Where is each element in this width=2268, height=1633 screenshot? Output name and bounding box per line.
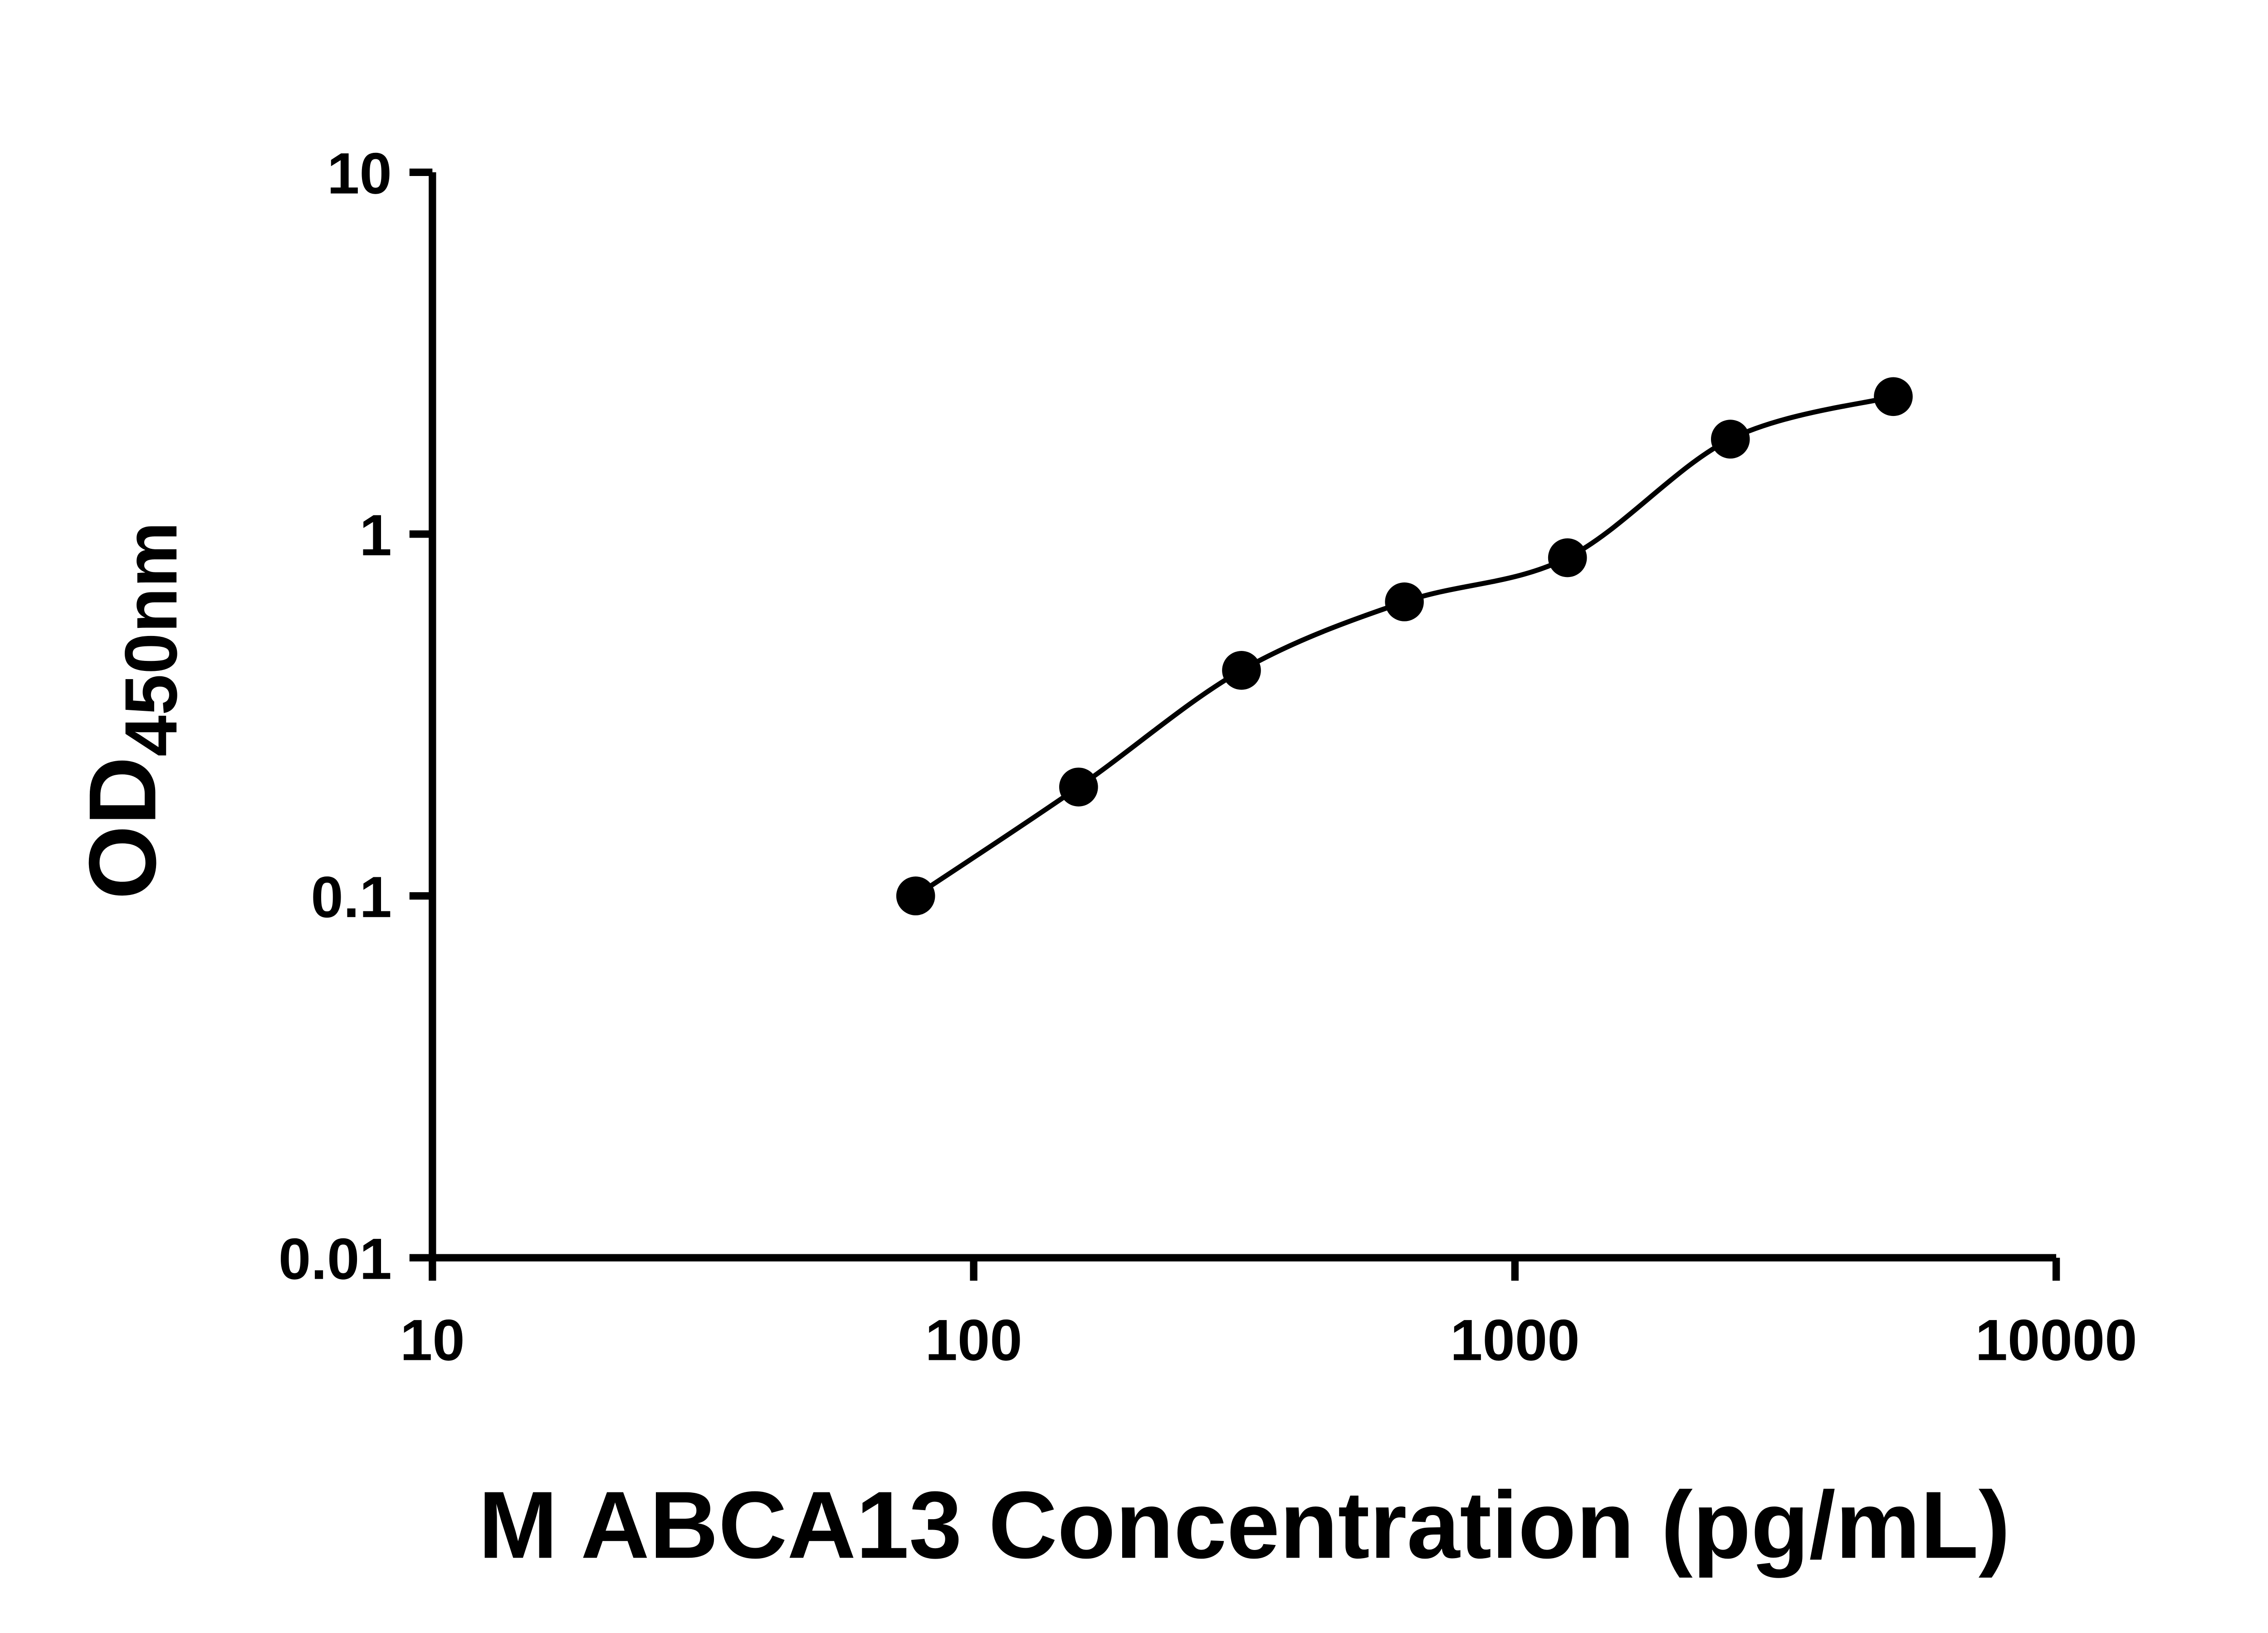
y-tick-label: 10 [327,141,392,206]
data-point [1385,582,1424,621]
fit-curve [913,394,1896,899]
y-tick-label: 0.01 [279,1227,392,1291]
axes [429,172,2057,1261]
x-tick-label: 100 [925,1308,1022,1373]
y-tick-label: 0.1 [311,865,391,930]
data-point [1548,538,1587,577]
x-tick-label: 10000 [1975,1308,2137,1373]
y-axis-title: OD450nm [69,522,192,900]
data-point [1874,377,1913,416]
y-tick-label: 1 [359,503,391,568]
data-point [1222,651,1261,690]
y-axis-title-main: OD [69,757,176,900]
plot-area: 10 100 1000 10000 0.01 0.1 1 10 [279,141,2137,1373]
x-tick-label: 1000 [1450,1308,1580,1373]
y-axis-title-sub: 450nm [109,522,192,757]
x-axis-title: M ABCA13 Concentration (pg/mL) [479,1472,2010,1578]
data-point [1059,768,1098,807]
data-point [1711,420,1750,459]
x-tick-label: 10 [400,1308,465,1373]
data-point [896,876,935,915]
